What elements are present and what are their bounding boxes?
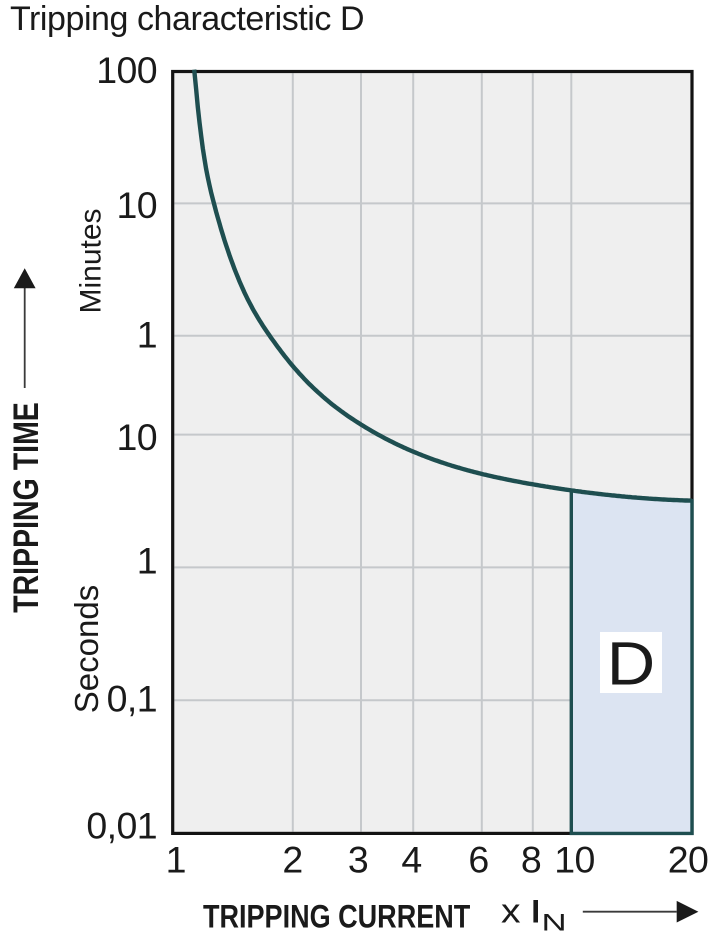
svg-text:D: D [607, 629, 655, 697]
svg-text:1: 1 [137, 314, 157, 356]
svg-text:Tripping characteristic D: Tripping characteristic D [10, 0, 364, 38]
svg-text:TRIPPING CURRENT: TRIPPING CURRENT [203, 899, 470, 935]
svg-text:20: 20 [668, 839, 709, 881]
svg-text:4: 4 [401, 839, 421, 881]
svg-text:Minutes: Minutes [75, 208, 108, 313]
svg-text:N: N [542, 910, 567, 936]
svg-text:10: 10 [554, 839, 595, 881]
svg-text:I: I [531, 894, 540, 930]
svg-text:1: 1 [137, 540, 157, 582]
svg-text:1: 1 [166, 839, 186, 881]
svg-text:TRIPPING TIME: TRIPPING TIME [6, 402, 45, 613]
svg-text:100: 100 [96, 49, 157, 91]
svg-text:3: 3 [348, 839, 368, 881]
svg-text:10: 10 [116, 184, 157, 226]
svg-text:6: 6 [468, 839, 488, 881]
svg-text:0,01: 0,01 [86, 805, 157, 847]
svg-text:x: x [501, 892, 521, 930]
svg-text:Seconds: Seconds [68, 585, 105, 713]
svg-text:10: 10 [116, 416, 157, 458]
svg-text:0,1: 0,1 [107, 678, 157, 720]
svg-text:2: 2 [282, 839, 302, 881]
svg-text:8: 8 [521, 839, 541, 881]
